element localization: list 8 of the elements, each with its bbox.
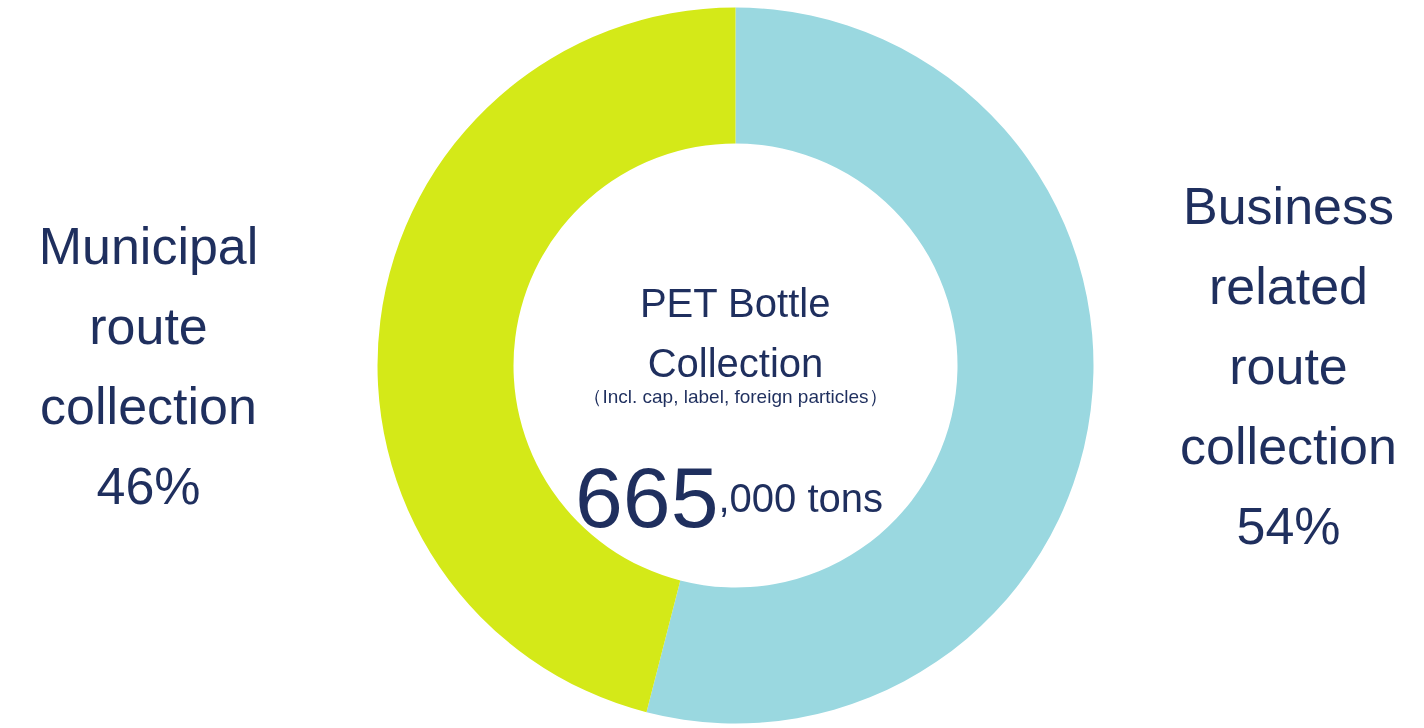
text: ,000 tons <box>718 475 884 520</box>
text: 665 <box>575 449 719 545</box>
text: （Incl. cap, label, foreign particles） <box>583 386 888 407</box>
text: PET Bottle Collection <box>639 280 831 385</box>
data-label: 46% <box>96 456 201 515</box>
slice-label: Municipal route collection <box>38 216 259 435</box>
data-label: 54% <box>1236 496 1341 555</box>
slice-label: Business related route collection <box>1180 176 1397 475</box>
